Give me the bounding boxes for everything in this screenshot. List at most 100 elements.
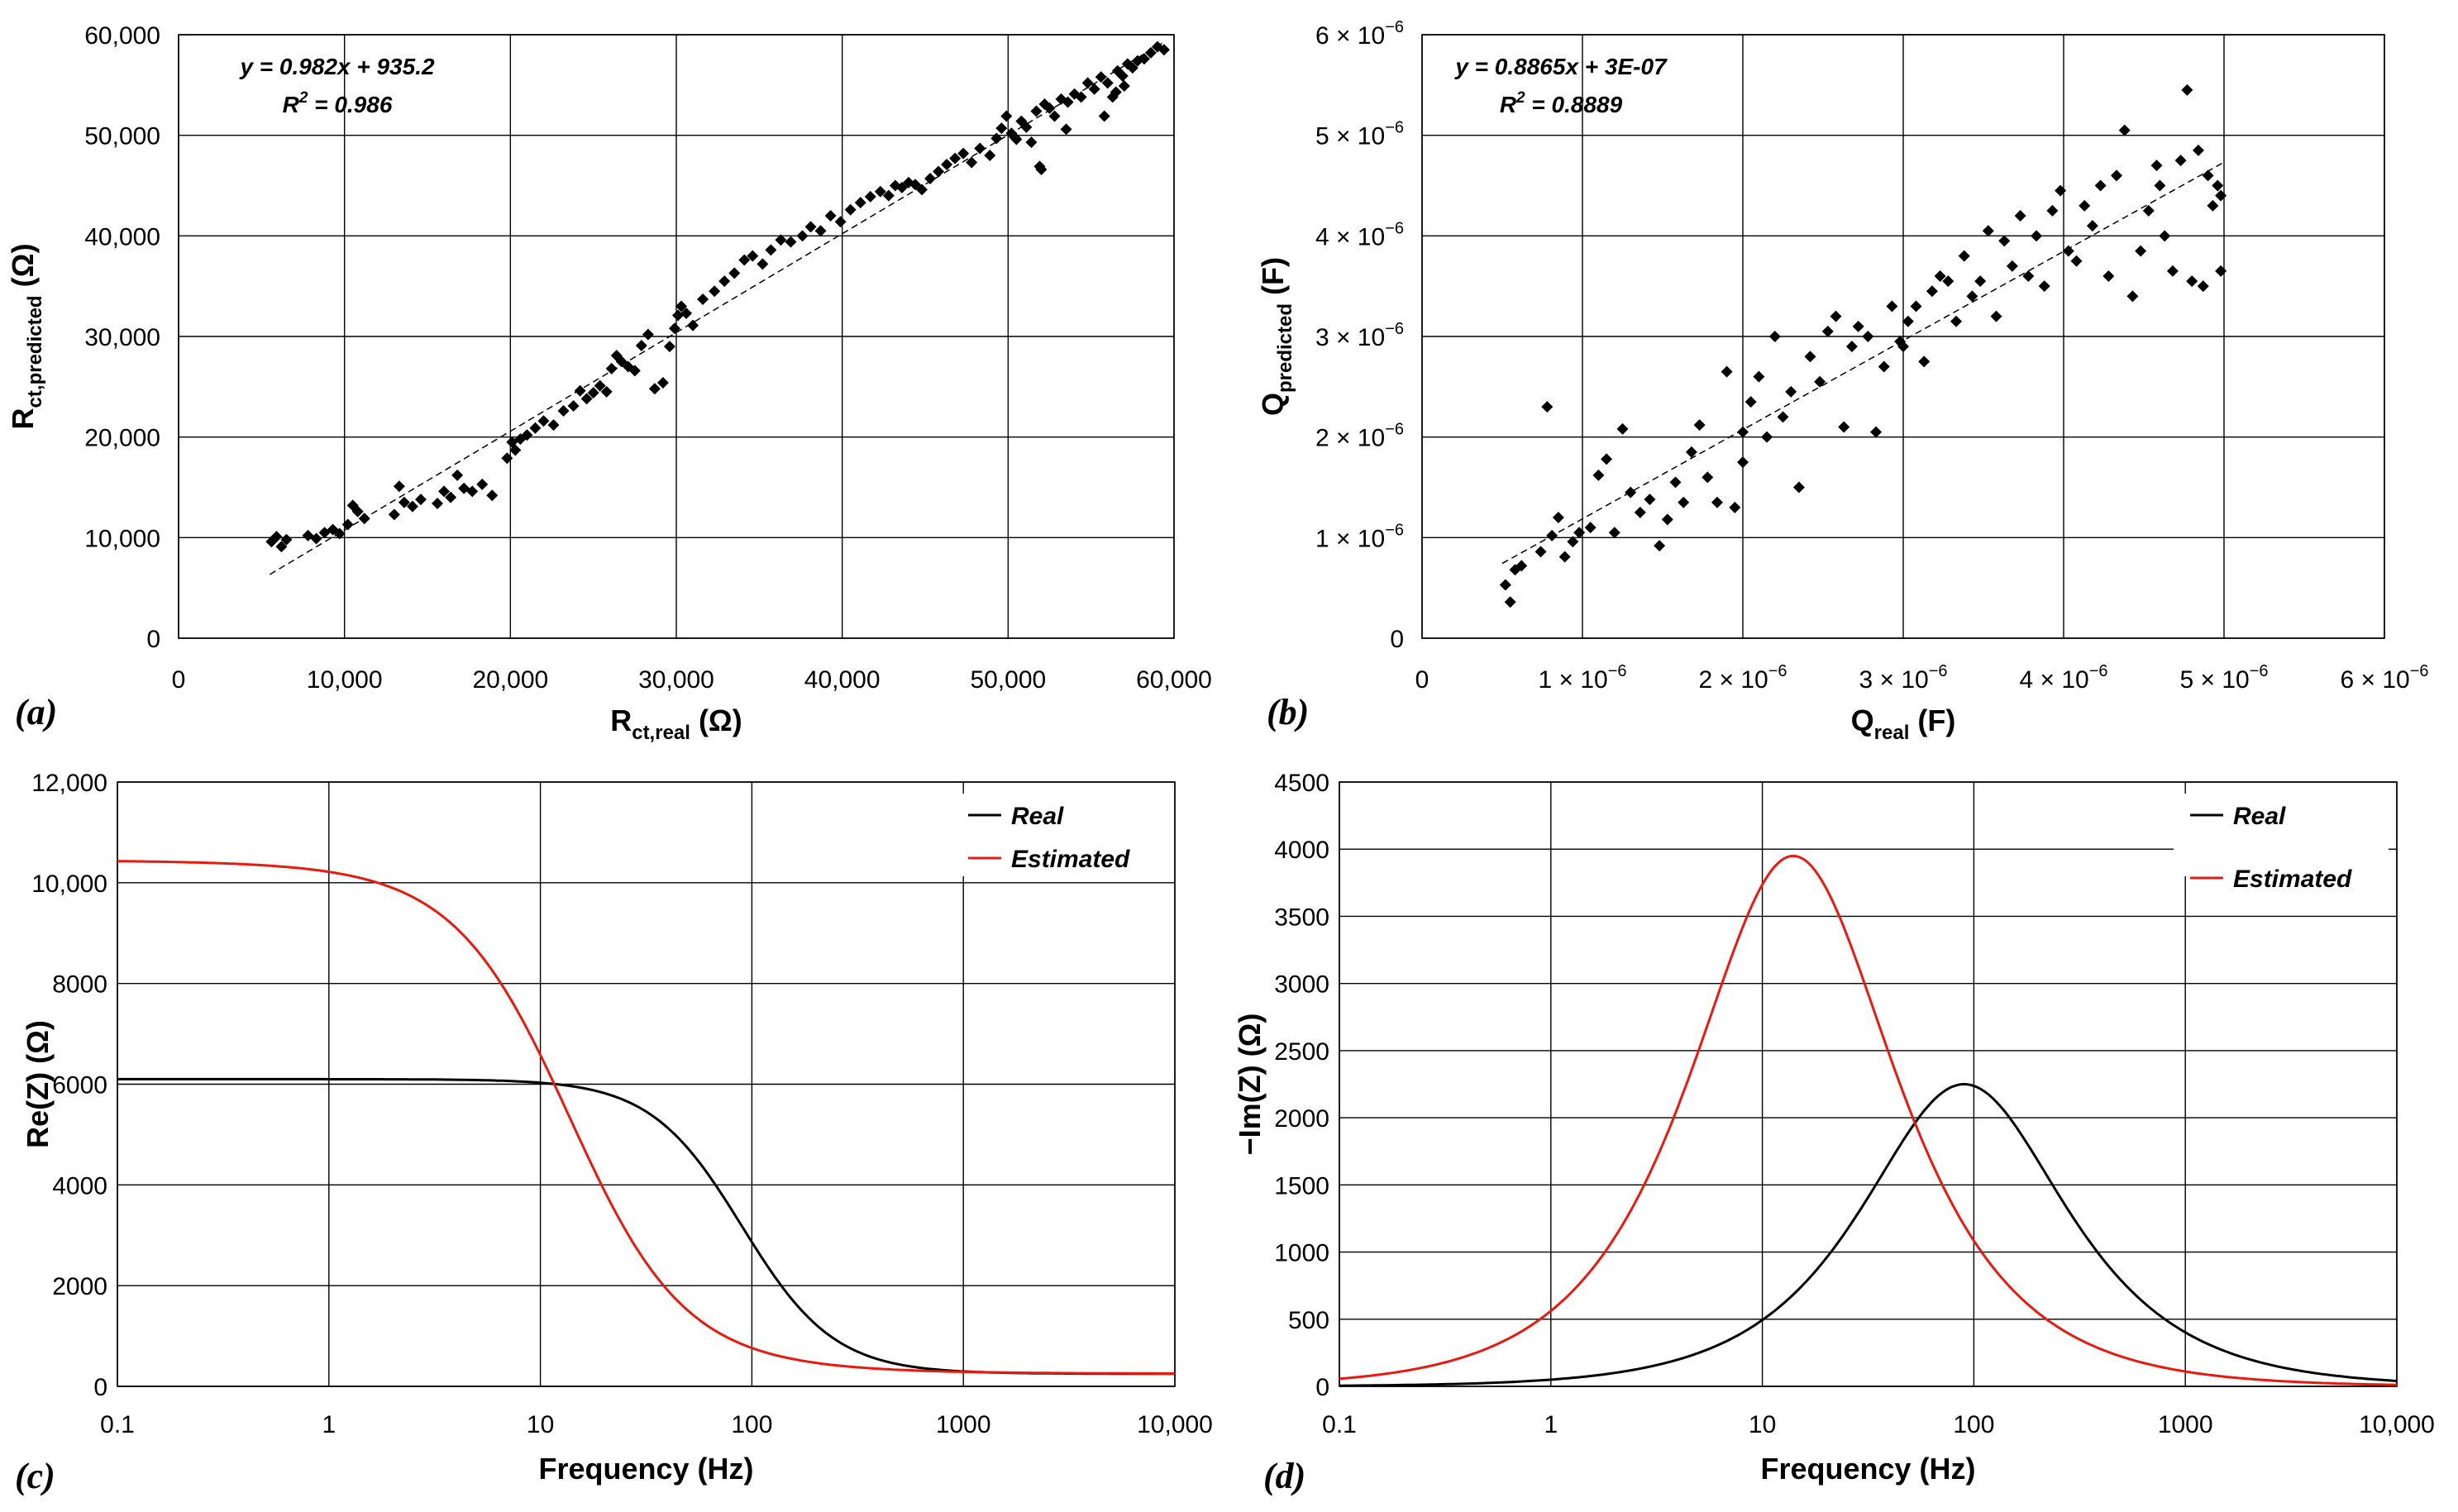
b-data-point	[2135, 245, 2147, 257]
a-data-point	[1110, 86, 1122, 98]
d-plot-frame	[1339, 781, 2398, 1387]
b-data-point	[1546, 529, 1558, 541]
c-ytick-label-0: 0	[93, 1374, 107, 1401]
a-data-point	[1075, 91, 1087, 103]
b-data-point	[1504, 596, 1516, 608]
b-data-point	[2212, 179, 2224, 192]
c-xtick-label-1: 1	[322, 1411, 336, 1438]
a-data-point	[1043, 102, 1056, 114]
b-data-point	[2046, 204, 2059, 217]
b-data-point	[2192, 144, 2204, 156]
b-data-point	[2118, 124, 2131, 136]
a-data-point	[990, 132, 1003, 145]
d-ytick-label-5: 2500	[1274, 1038, 1329, 1066]
a-ytick-label-5: 50,000	[84, 123, 160, 150]
a-data-point	[941, 158, 953, 170]
b-data-point	[1534, 546, 1547, 558]
d-xtick-label-3: 100	[1953, 1411, 1994, 1438]
b-data-point	[1737, 456, 1749, 469]
b-data-point	[1804, 351, 1816, 363]
a-data-point	[864, 190, 876, 203]
a-data-point	[882, 189, 895, 202]
b-data-point	[2102, 270, 2115, 282]
b-data-point	[1729, 501, 1741, 513]
a-data-point	[600, 385, 613, 398]
a-data-point	[476, 478, 489, 490]
b-data-point	[1567, 536, 1579, 548]
a-ytick-label-6: 60,000	[84, 22, 160, 50]
b-data-point	[1845, 341, 1858, 353]
a-data-point	[1009, 131, 1021, 144]
a-data-point	[451, 469, 464, 481]
c-xtick-label-5: 10,000	[1137, 1411, 1213, 1438]
a-data-point	[1088, 83, 1100, 95]
c-xtick-label-0: 0.1	[100, 1411, 135, 1438]
a-data-point	[310, 532, 322, 545]
a-data-point	[414, 494, 427, 506]
b-data-point	[2150, 160, 2163, 172]
a-data-point	[547, 419, 560, 432]
a-data-point	[280, 533, 293, 546]
a-data-point	[432, 497, 444, 509]
b-data-point	[1942, 275, 1954, 288]
b-data-point	[1897, 341, 1909, 353]
b-data-point	[1654, 540, 1666, 552]
b-data-point	[1702, 471, 1714, 484]
b-data-point	[2111, 169, 2123, 182]
c-ytick-label-2: 4000	[52, 1172, 107, 1200]
a-data-point	[915, 184, 928, 196]
b-ytick-label-5: 5 × 10−6	[1315, 119, 1404, 150]
b-data-point	[2154, 179, 2166, 192]
a-data-point	[521, 429, 533, 441]
b-data-point	[1966, 290, 1978, 303]
a-trendline	[269, 41, 1167, 575]
a-data-point	[924, 172, 937, 184]
a-data-point	[1126, 62, 1138, 74]
b-data-point	[1950, 315, 1963, 327]
a-data-point	[1062, 96, 1074, 108]
b-data-point	[2031, 230, 2043, 242]
b-data-point	[1669, 476, 1682, 489]
a-data-point	[1030, 105, 1043, 117]
a-data-point	[966, 156, 978, 169]
b-data-point	[2207, 199, 2219, 212]
a-xtick-label-4: 40,000	[804, 666, 881, 694]
b-data-point	[1744, 396, 1757, 408]
d-xtick-label-2: 10	[1749, 1411, 1776, 1438]
b-ytick-label-1: 1 × 10−6	[1315, 521, 1404, 552]
a-xtick-label-0: 0	[172, 666, 186, 694]
a-data-point	[1035, 164, 1048, 176]
b-data-point	[1552, 512, 1564, 523]
a-data-point	[580, 393, 593, 405]
d-ytick-label-1: 500	[1288, 1307, 1329, 1334]
b-data-point	[2181, 83, 2193, 96]
b-xtick-label-4: 4 × 10−6	[2019, 662, 2107, 694]
b-data-point	[1852, 320, 1864, 332]
b-data-point	[2215, 265, 2227, 277]
b-data-point	[2215, 189, 2227, 202]
a-data-point	[1048, 110, 1061, 122]
b-data-point	[1768, 331, 1781, 342]
b-data-point	[1678, 496, 1690, 508]
c-ytick-label-1: 2000	[52, 1273, 107, 1300]
a-data-point	[709, 285, 721, 298]
a-data-point	[995, 122, 1008, 135]
a-trend-equation: y = 0.982x + 935.2	[238, 54, 435, 79]
b-trendline	[1501, 161, 2225, 565]
d-legend-box	[2174, 794, 2389, 876]
b-ytick-label-4: 4 × 10−6	[1315, 219, 1404, 250]
b-data-point	[1958, 250, 1970, 262]
d-y-axis-title: −Im(Z) (Ω)	[1233, 1014, 1267, 1156]
a-data-point	[984, 150, 996, 161]
b-data-point	[1711, 496, 1723, 508]
d-xtick-label-4: 1000	[2158, 1411, 2213, 1438]
b-data-point	[1792, 481, 1805, 494]
b-data-point	[2186, 275, 2198, 288]
c-ytick-label-3: 6000	[52, 1072, 107, 1099]
a-data-point	[445, 491, 457, 503]
b-data-point	[2159, 230, 2171, 242]
b-data-point	[2166, 265, 2179, 277]
a-data-point	[672, 309, 685, 322]
d-legend-label-1: Estimated	[2233, 866, 2352, 893]
a-data-point	[1101, 77, 1114, 89]
